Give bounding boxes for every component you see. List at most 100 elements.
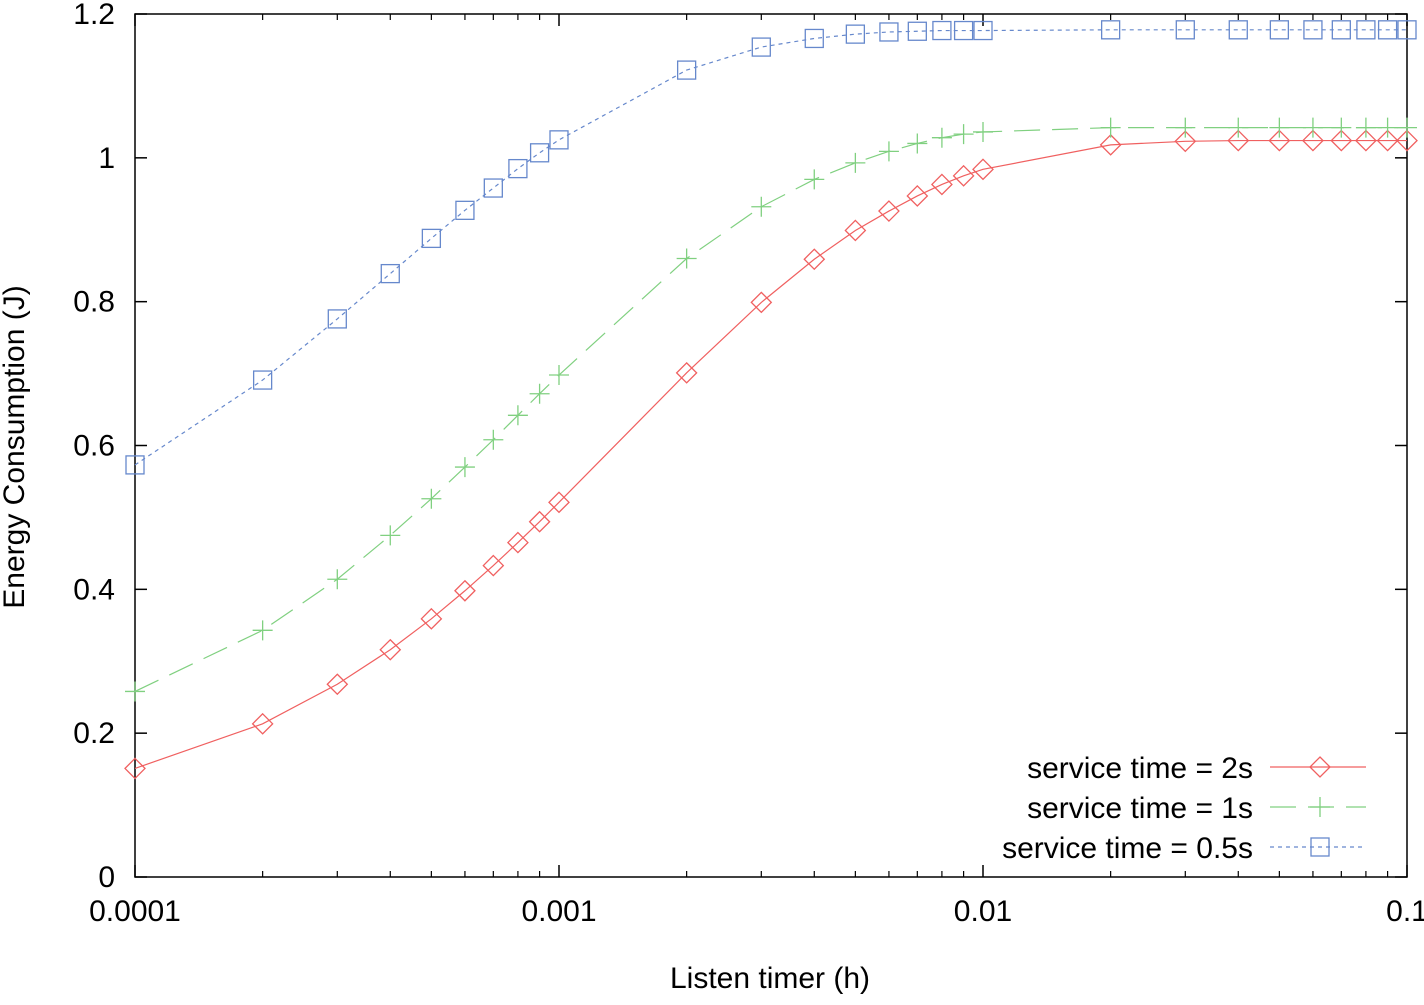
data-point xyxy=(1397,20,1417,40)
data-point xyxy=(845,24,866,44)
data-point xyxy=(878,200,900,222)
data-point xyxy=(1268,129,1291,152)
data-point xyxy=(549,365,569,386)
data-point xyxy=(529,143,550,163)
y-tick-label: 1.2 xyxy=(73,0,115,31)
data-point xyxy=(1354,129,1377,152)
data-point xyxy=(1377,20,1398,40)
data-point xyxy=(675,361,698,384)
y-tick-label: 0.6 xyxy=(73,430,115,463)
series-line xyxy=(134,127,1407,692)
data-point xyxy=(125,681,145,702)
series-3 xyxy=(125,20,1417,475)
series-2 xyxy=(125,117,1417,702)
data-point xyxy=(952,164,975,187)
data-point xyxy=(1330,129,1353,152)
series-line xyxy=(134,139,1407,769)
legend: service time = 2s service time = 1s servic… xyxy=(1002,752,1366,865)
ticks-layer: 0 0.2 0.4 0.6 0.8 1 1.2 0.0001 0.001 0.01 0.1 xyxy=(73,0,1424,928)
x-tick-label: 0.1 xyxy=(1386,895,1424,928)
data-point xyxy=(483,429,504,450)
data-point xyxy=(1228,20,1248,40)
data-point xyxy=(973,20,993,41)
data-point xyxy=(1302,117,1323,138)
data-point xyxy=(676,60,697,80)
data-point xyxy=(1303,20,1323,40)
data-point xyxy=(252,370,273,390)
data-point xyxy=(529,383,550,404)
data-point xyxy=(1331,20,1351,40)
legend-entry: service time = 0.5s xyxy=(1002,832,1366,865)
data-point xyxy=(528,510,551,533)
data-point xyxy=(973,121,993,142)
data-point xyxy=(1269,117,1290,138)
data-point xyxy=(454,579,476,602)
data-point xyxy=(972,158,994,181)
data-point xyxy=(482,554,505,577)
x-tick-label: 0.01 xyxy=(954,895,1012,928)
data-point xyxy=(1228,117,1249,138)
data-point xyxy=(380,263,400,284)
data-point xyxy=(804,28,824,49)
data-point xyxy=(380,525,401,546)
x-axis-label: Listen timer (h) xyxy=(670,962,870,995)
data-point xyxy=(953,124,974,145)
data-point xyxy=(379,638,402,661)
data-point xyxy=(421,228,442,249)
legend-entry: service time = 2s xyxy=(1027,752,1366,785)
data-point xyxy=(1269,20,1290,40)
data-point xyxy=(125,455,145,475)
legend-marker xyxy=(1310,797,1330,817)
data-point xyxy=(1396,129,1418,152)
data-point xyxy=(1331,117,1352,138)
legend-entry: service time = 1s xyxy=(1027,792,1366,825)
y-tick-label: 0 xyxy=(98,861,115,894)
data-point xyxy=(932,20,952,41)
data-point xyxy=(907,133,928,154)
data-point xyxy=(454,457,475,478)
data-point xyxy=(931,127,952,148)
data-point xyxy=(1397,117,1417,138)
data-point xyxy=(878,141,899,162)
data-point xyxy=(907,21,927,41)
data-point xyxy=(1174,130,1197,153)
data-point xyxy=(548,491,570,514)
data-point xyxy=(252,620,273,641)
data-point xyxy=(326,673,349,696)
data-point xyxy=(1377,117,1398,138)
series-layer xyxy=(124,20,1418,780)
data-point xyxy=(506,531,529,554)
data-point xyxy=(1175,20,1195,40)
data-point xyxy=(845,152,866,173)
data-point xyxy=(1302,129,1324,152)
data-point xyxy=(327,569,348,590)
data-point xyxy=(124,757,146,780)
legend-label: service time = 1s xyxy=(1027,792,1253,825)
data-point xyxy=(804,169,825,190)
data-point xyxy=(1227,129,1250,152)
data-point xyxy=(507,405,528,426)
legend-label: service time = 2s xyxy=(1027,752,1253,785)
legend-marker xyxy=(1310,837,1330,857)
x-tick-label: 0.001 xyxy=(521,895,596,928)
y-axis-label: Energy Consumption (J) xyxy=(0,285,31,608)
data-point xyxy=(455,200,475,220)
plot-frame-layer xyxy=(134,13,1408,878)
data-point xyxy=(483,178,503,198)
legend-label: service time = 0.5s xyxy=(1002,832,1253,865)
data-point xyxy=(953,20,974,41)
data-point xyxy=(508,158,528,179)
data-point xyxy=(327,309,347,329)
data-point xyxy=(421,488,442,509)
data-point xyxy=(549,130,569,150)
data-point xyxy=(420,607,443,630)
series-1 xyxy=(124,129,1418,780)
data-point xyxy=(751,37,771,57)
data-point xyxy=(676,248,697,269)
legend-marker xyxy=(1309,756,1331,778)
data-point xyxy=(906,185,929,207)
data-point xyxy=(750,291,773,314)
data-point xyxy=(844,219,867,242)
